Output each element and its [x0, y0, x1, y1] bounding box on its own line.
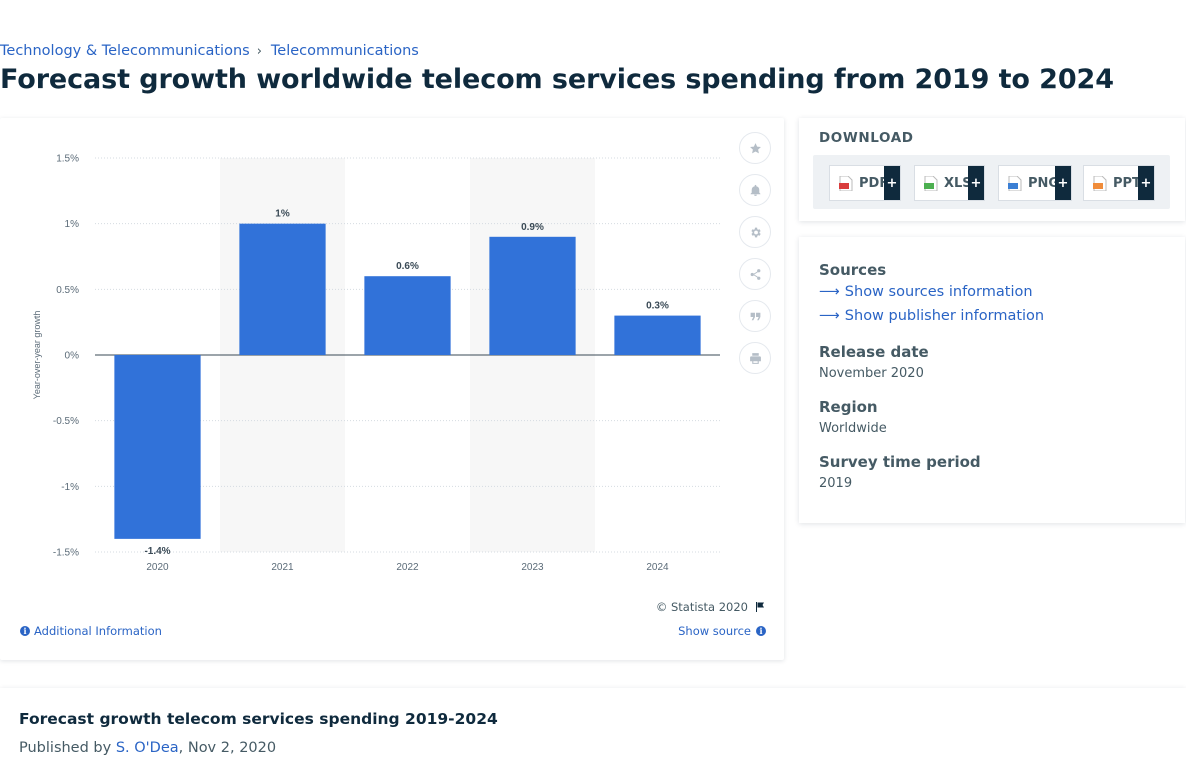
bar: [239, 223, 326, 355]
arrow-right-icon: ⟶: [819, 308, 840, 324]
star-icon[interactable]: [739, 132, 771, 164]
download-png-label: PNG: [1028, 175, 1060, 191]
additional-information-label: Additional Information: [34, 624, 162, 638]
bar: [489, 236, 576, 355]
share-icon[interactable]: [739, 258, 771, 290]
show-source-label: Show source: [678, 624, 751, 638]
release-date-label: Release date: [819, 343, 929, 361]
print-icon[interactable]: [739, 342, 771, 374]
y-tick-label: -1.5%: [53, 548, 79, 559]
show-source-link[interactable]: Show source i: [678, 624, 766, 638]
download-png-button[interactable]: PNG +: [998, 165, 1072, 201]
copyright: © Statista 2020: [656, 600, 766, 614]
chart-toolbar: [739, 132, 771, 384]
y-tick-label: -0.5%: [53, 416, 79, 427]
plus-icon: +: [968, 166, 984, 200]
statistic-summary-card: Forecast growth telecom services spendin…: [0, 688, 1186, 760]
plus-icon: +: [1055, 166, 1071, 200]
y-tick-label: 1%: [65, 219, 80, 230]
breadcrumb: Technology & Telecommunications › Teleco…: [0, 43, 419, 59]
published-by-label: Published by: [19, 740, 112, 756]
download-pdf-label: PDF: [859, 175, 889, 191]
bar: [364, 276, 451, 355]
additional-information-link[interactable]: i Additional Information: [20, 624, 162, 638]
pdf-file-icon: [839, 175, 853, 191]
download-xls-button[interactable]: XLS +: [914, 165, 985, 201]
show-sources-link[interactable]: ⟶ Show sources information: [819, 284, 1033, 300]
show-publisher-link[interactable]: ⟶ Show publisher information: [819, 308, 1044, 324]
chart-card: 1.5% 1% 0.5% 0% -0.5% -1% -1.5% -1.4% 2020 1% 2021…: [0, 118, 784, 660]
gear-icon[interactable]: [739, 216, 771, 248]
release-date-value: November 2020: [819, 366, 924, 381]
x-tick-label: 2021: [271, 562, 294, 573]
show-sources-label: Show sources information: [844, 284, 1033, 300]
y-tick-label: 0.5%: [56, 285, 79, 296]
ppt-file-icon: [1093, 175, 1107, 191]
png-file-icon: [1008, 175, 1022, 191]
y-tick-label: -1%: [61, 482, 79, 493]
plus-icon: +: [884, 166, 900, 200]
page-title: Forecast growth worldwide telecom servic…: [0, 64, 1114, 95]
data-label: 0.9%: [521, 222, 544, 233]
flag-icon[interactable]: [754, 601, 766, 613]
published-line: Published by S. O'Dea, Nov 2, 2020: [19, 740, 276, 756]
bell-icon[interactable]: [739, 174, 771, 206]
statistic-title: Forecast growth telecom services spendin…: [19, 710, 498, 728]
x-tick-label: 2020: [146, 562, 169, 573]
y-axis-label: Year-over-year growth: [32, 311, 42, 400]
download-pdf-button[interactable]: PDF +: [829, 165, 901, 201]
data-label: 1%: [275, 209, 290, 220]
published-date: , Nov 2, 2020: [178, 740, 277, 756]
download-card: DOWNLOAD PDF + XLS + PNG + PPT +: [799, 118, 1185, 221]
author-link[interactable]: S. O'Dea: [115, 740, 179, 756]
quote-icon[interactable]: [739, 300, 771, 332]
x-tick-label: 2023: [521, 562, 544, 573]
download-options: PDF + XLS + PNG + PPT +: [813, 155, 1170, 209]
bar: [114, 355, 201, 539]
region-label: Region: [819, 398, 878, 416]
breadcrumb-separator: ›: [256, 43, 262, 59]
y-tick-label: 0%: [65, 351, 80, 362]
breadcrumb-link-technology[interactable]: Technology & Telecommunications: [0, 43, 250, 59]
statistic-details-card: Sources ⟶ Show sources information ⟶ Sho…: [799, 237, 1185, 523]
info-icon: i: [20, 626, 30, 636]
download-ppt-label: PPT: [1113, 175, 1141, 191]
download-title: DOWNLOAD: [819, 130, 914, 146]
data-label: 0.3%: [646, 301, 669, 312]
sources-label: Sources: [819, 261, 887, 279]
copyright-text: © Statista 2020: [655, 600, 748, 614]
data-label: -1.4%: [144, 546, 170, 557]
plus-icon: +: [1138, 166, 1154, 200]
region-value: Worldwide: [819, 421, 887, 436]
survey-period-value: 2019: [819, 476, 853, 491]
breadcrumb-link-telecommunications[interactable]: Telecommunications: [270, 43, 419, 59]
info-icon: i: [756, 626, 766, 636]
bar: [614, 315, 701, 355]
x-tick-label: 2022: [396, 562, 419, 573]
data-label: 0.6%: [396, 261, 419, 272]
download-xls-label: XLS: [944, 175, 972, 191]
show-publisher-label: Show publisher information: [844, 308, 1045, 324]
y-tick-label: 1.5%: [56, 154, 79, 165]
bar-chart: 1.5% 1% 0.5% 0% -0.5% -1% -1.5% -1.4% 2020 1% 2021…: [32, 154, 720, 573]
download-ppt-button[interactable]: PPT +: [1083, 165, 1155, 201]
x-tick-label: 2024: [646, 562, 669, 573]
arrow-right-icon: ⟶: [819, 284, 840, 300]
xls-file-icon: [924, 175, 938, 191]
survey-period-label: Survey time period: [819, 453, 981, 471]
